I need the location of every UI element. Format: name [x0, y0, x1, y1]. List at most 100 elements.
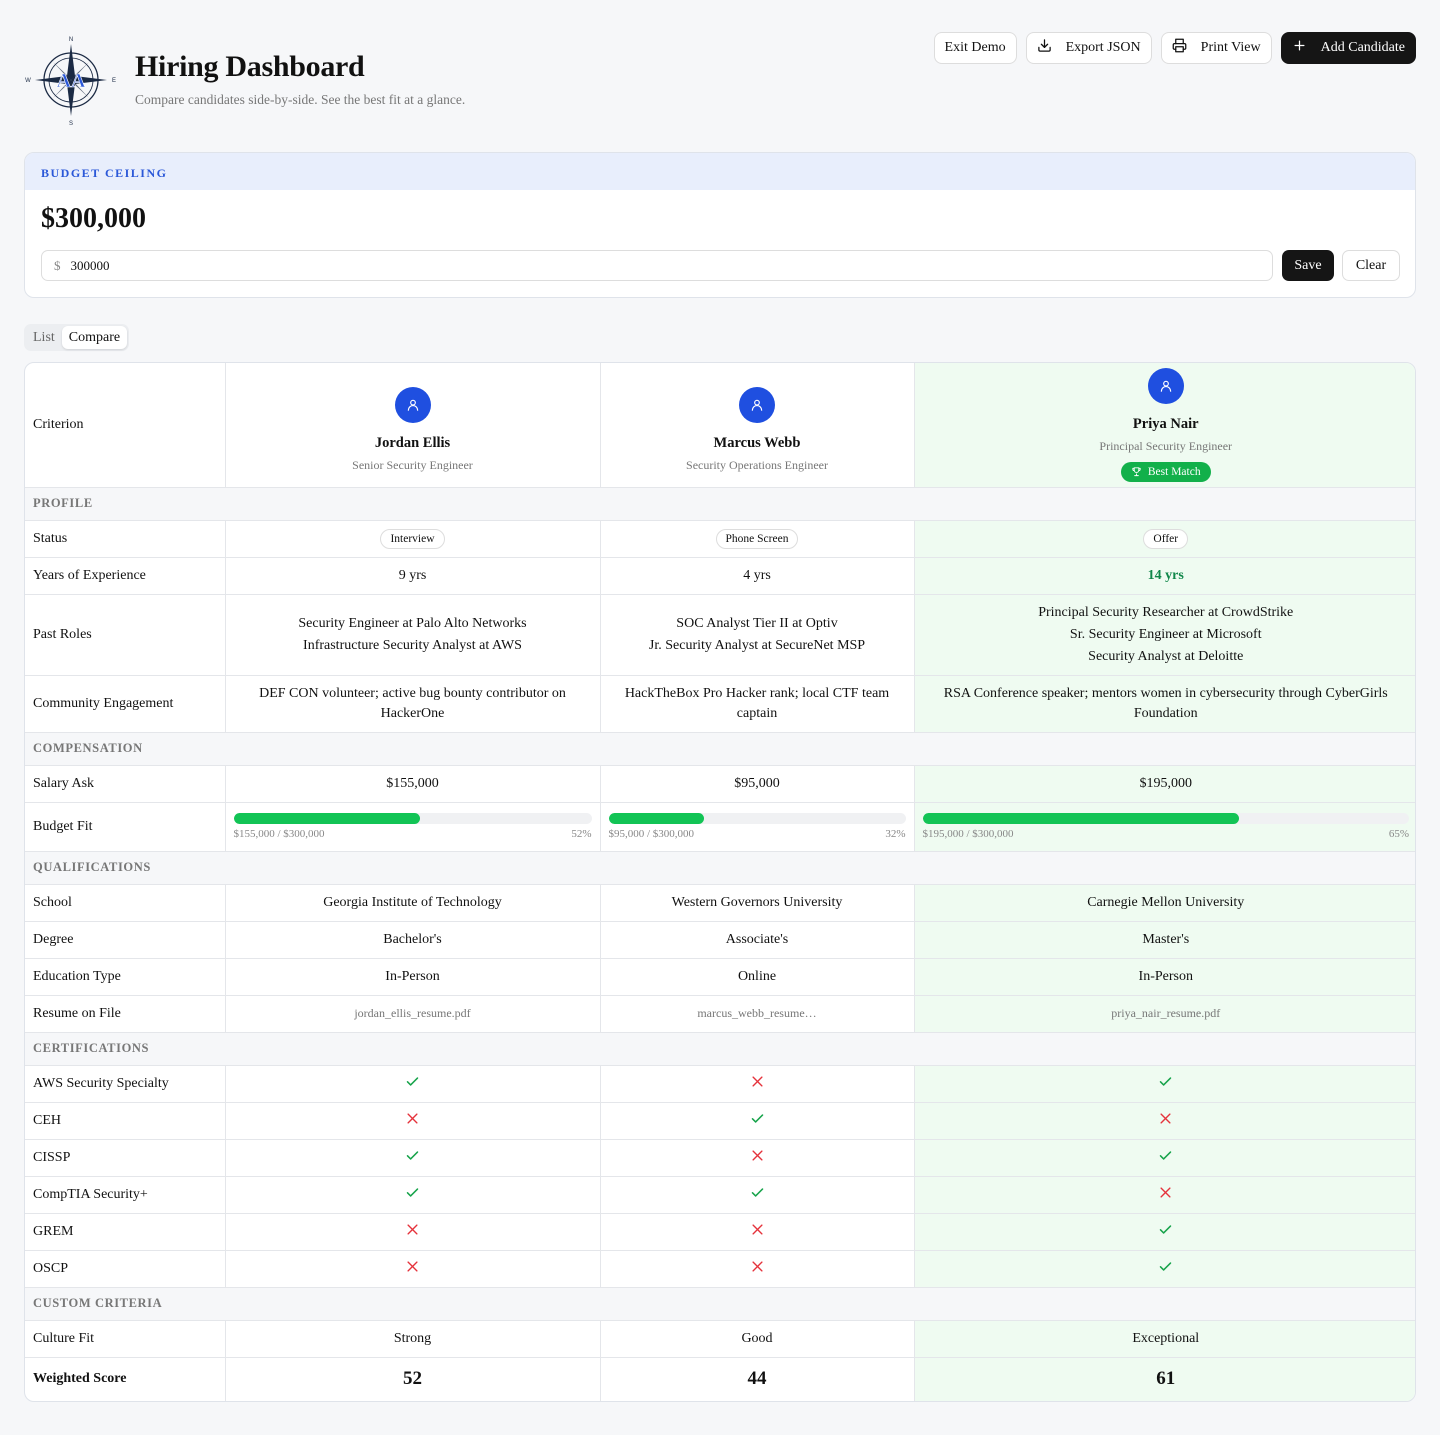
budget-heading: BUDGET CEILING: [25, 153, 1415, 190]
check-icon: [750, 1187, 765, 1204]
logo-monogram: AA: [57, 70, 86, 92]
page-title: Hiring Dashboard: [135, 50, 365, 83]
check-icon: [405, 1076, 420, 1093]
candidate-role: Security Operations Engineer: [686, 457, 828, 472]
tab-list[interactable]: List: [33, 329, 55, 345]
x-icon: [750, 1260, 765, 1278]
criterion-label: Status: [25, 520, 226, 558]
budget-input-value: 300000: [70, 257, 110, 273]
resume-link[interactable]: marcus_webb_resume…: [600, 995, 915, 1033]
clear-button[interactable]: Clear: [1342, 250, 1400, 281]
section-row: QUALIFICATIONS: [25, 851, 1415, 885]
candidate-header-row: Criterion Jordan Ellis Senior Security E…: [25, 363, 1415, 488]
budget-fit-cell: $195,000 / $300,000 65%: [914, 802, 1415, 852]
tab-compare[interactable]: Compare: [61, 326, 128, 349]
cell-value: In-Person: [225, 958, 601, 996]
status-badge: Offer: [1143, 528, 1189, 549]
comparison-table: Criterion Jordan Ellis Senior Security E…: [24, 362, 1416, 1402]
section-compensation: COMPENSATION: [25, 732, 1415, 766]
print-view-button[interactable]: Print View: [1160, 32, 1272, 64]
cell-value: $155,000: [225, 765, 601, 803]
x-icon: [405, 1223, 420, 1241]
resume-link[interactable]: jordan_ellis_resume.pdf: [225, 995, 601, 1033]
cell-value: Strong: [225, 1320, 601, 1358]
criterion-label: AWS Security Specialty: [25, 1065, 226, 1103]
cell-value: Principal Security Researcher at CrowdSt…: [914, 594, 1415, 676]
check-icon: [1158, 1224, 1173, 1241]
svg-text:N: N: [69, 37, 73, 43]
table-row: Status Interview Phone Screen Offer: [25, 520, 1415, 558]
criterion-label: Weighted Score: [25, 1357, 226, 1401]
certification-rows: AWS Security Specialty CEH CISSP CompTIA Se…: [25, 1065, 1415, 1288]
candidate-column-header: Jordan Ellis Senior Security Engineer: [225, 363, 601, 488]
best-match-badge: Best Match: [1120, 461, 1211, 482]
cell-value: 14 yrs: [914, 557, 1415, 595]
save-button[interactable]: Save: [1282, 250, 1334, 281]
table-row: Degree Bachelor's Associate's Master's: [25, 921, 1415, 959]
criterion-label: Culture Fit: [25, 1320, 226, 1358]
candidate-column-header: Priya Nair Principal Security Engineer B…: [914, 363, 1415, 488]
svg-text:S: S: [69, 121, 73, 127]
compass-logo: AA N E S W: [24, 32, 118, 128]
svg-text:E: E: [112, 78, 116, 84]
cell-value: Security Engineer at Palo Alto Networks …: [225, 594, 601, 676]
table-row: CompTIA Security+: [25, 1176, 1415, 1214]
section-row: CERTIFICATIONS: [25, 1032, 1415, 1066]
cell-value: Western Governors University: [600, 884, 915, 922]
add-candidate-button[interactable]: Add Candidate: [1280, 32, 1416, 64]
candidate-name: Jordan Ellis: [374, 434, 451, 451]
cell-value: Exceptional: [914, 1320, 1415, 1358]
criterion-label: Resume on File: [25, 995, 226, 1033]
cell-value: 9 yrs: [225, 557, 601, 595]
x-icon: [750, 1223, 765, 1241]
section-certifications: CERTIFICATIONS: [25, 1032, 1415, 1066]
budget-input[interactable]: $ 300000: [41, 250, 1273, 281]
criterion-label: Years of Experience: [25, 557, 226, 595]
section-row: PROFILE: [25, 487, 1415, 521]
criterion-header: Criterion: [25, 363, 226, 488]
export-json-button[interactable]: Export JSON: [1025, 32, 1152, 64]
status-badge: Interview: [380, 528, 445, 549]
cell-value: $195,000: [914, 765, 1415, 803]
section-row: CUSTOM CRITERIA: [25, 1287, 1415, 1321]
criterion-label: Budget Fit: [25, 802, 226, 852]
criterion-label: Degree: [25, 921, 226, 959]
x-icon: [1158, 1112, 1173, 1130]
table-row: School Georgia Institute of Technology W…: [25, 884, 1415, 922]
criterion-label: OSCP: [25, 1250, 226, 1288]
cell-value: Good: [600, 1320, 915, 1358]
criterion-label: School: [25, 884, 226, 922]
criterion-label: CompTIA Security+: [25, 1176, 226, 1214]
page-subtitle: Compare candidates side-by-side. See the…: [135, 92, 466, 107]
budget-fit-bar: [922, 813, 1409, 824]
candidate-role: Senior Security Engineer: [352, 457, 473, 472]
printer-icon: [1172, 38, 1187, 58]
criterion-label: Education Type: [25, 958, 226, 996]
cell-value: RSA Conference speaker; mentors women in…: [914, 675, 1415, 733]
exit-demo-button[interactable]: Exit Demo: [933, 32, 1017, 64]
candidate-name: Priya Nair: [1132, 415, 1199, 432]
page-header: AA N E S W Hiring Dashboard Compare cand…: [24, 28, 1416, 138]
candidate-column-header: Marcus Webb Security Operations Engineer: [600, 363, 915, 488]
cell-value: Bachelor's: [225, 921, 601, 959]
user-icon: [394, 386, 431, 423]
table-row: Years of Experience 9 yrs 4 yrs 14 yrs: [25, 557, 1415, 595]
cell-value: Georgia Institute of Technology: [225, 884, 601, 922]
cell-value: $95,000: [600, 765, 915, 803]
section-qualifications: QUALIFICATIONS: [25, 851, 1415, 885]
table-row: Resume on File jordan_ellis_resume.pdf m…: [25, 995, 1415, 1033]
table-row: Budget Fit $155,000 / $300,000 52% $95,00…: [25, 802, 1415, 852]
resume-link[interactable]: priya_nair_resume.pdf: [914, 995, 1415, 1033]
cell-value: Master's: [914, 921, 1415, 959]
check-icon: [750, 1113, 765, 1130]
table-row: CISSP: [25, 1139, 1415, 1177]
section-profile: PROFILE: [25, 487, 1415, 521]
budget-fit-bar: [608, 813, 906, 824]
table-row: Culture Fit Strong Good Exceptional: [25, 1320, 1415, 1358]
weighted-score: 44: [600, 1357, 915, 1401]
table-row: GREM: [25, 1213, 1415, 1251]
candidate-name: Marcus Webb: [713, 434, 801, 451]
cell-value: Associate's: [600, 921, 915, 959]
trophy-icon: [1132, 467, 1141, 477]
cell-value: SOC Analyst Tier II at Optiv Jr. Securit…: [600, 594, 915, 676]
